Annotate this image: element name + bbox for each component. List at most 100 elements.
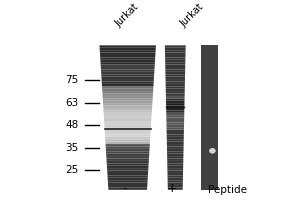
Polygon shape — [100, 60, 155, 62]
Polygon shape — [200, 120, 218, 122]
Polygon shape — [106, 144, 150, 146]
Polygon shape — [200, 171, 218, 173]
Polygon shape — [167, 154, 183, 156]
Polygon shape — [200, 53, 218, 55]
Polygon shape — [107, 173, 148, 175]
Polygon shape — [166, 103, 184, 106]
Polygon shape — [200, 161, 218, 163]
Polygon shape — [101, 74, 154, 77]
Polygon shape — [165, 60, 185, 62]
Polygon shape — [167, 161, 183, 163]
Polygon shape — [200, 60, 218, 62]
Polygon shape — [106, 151, 149, 154]
Text: 63: 63 — [65, 98, 79, 108]
Polygon shape — [200, 127, 218, 130]
Polygon shape — [106, 146, 150, 149]
Polygon shape — [168, 178, 183, 180]
Polygon shape — [102, 79, 154, 81]
Polygon shape — [100, 45, 156, 48]
Polygon shape — [166, 79, 185, 81]
Polygon shape — [167, 168, 183, 171]
Text: 35: 35 — [65, 143, 79, 153]
Polygon shape — [200, 67, 218, 69]
Polygon shape — [166, 98, 184, 101]
Polygon shape — [166, 110, 184, 113]
Polygon shape — [200, 130, 218, 132]
Polygon shape — [103, 110, 152, 113]
Polygon shape — [166, 106, 184, 108]
Polygon shape — [108, 185, 147, 187]
Polygon shape — [103, 96, 153, 98]
Polygon shape — [100, 53, 155, 55]
Polygon shape — [200, 173, 218, 175]
Polygon shape — [102, 86, 153, 89]
Polygon shape — [166, 96, 184, 98]
Polygon shape — [166, 108, 184, 110]
Polygon shape — [167, 125, 184, 127]
Polygon shape — [101, 65, 155, 67]
Polygon shape — [200, 134, 218, 137]
Polygon shape — [165, 57, 185, 60]
Polygon shape — [167, 134, 184, 137]
Polygon shape — [200, 77, 218, 79]
Polygon shape — [100, 50, 156, 53]
Polygon shape — [200, 115, 218, 118]
Ellipse shape — [209, 148, 216, 154]
Polygon shape — [200, 55, 218, 57]
Polygon shape — [200, 50, 218, 53]
Polygon shape — [167, 173, 183, 175]
Polygon shape — [200, 159, 218, 161]
Polygon shape — [105, 134, 150, 137]
Polygon shape — [166, 86, 185, 89]
Polygon shape — [168, 185, 183, 187]
Polygon shape — [165, 62, 185, 65]
Polygon shape — [166, 77, 185, 79]
Polygon shape — [104, 127, 151, 130]
Polygon shape — [105, 142, 150, 144]
Polygon shape — [101, 77, 154, 79]
Text: 25: 25 — [65, 165, 79, 175]
Polygon shape — [167, 127, 184, 130]
Polygon shape — [167, 166, 183, 168]
Polygon shape — [200, 166, 218, 168]
Polygon shape — [200, 110, 218, 113]
Polygon shape — [102, 91, 153, 94]
Polygon shape — [200, 139, 218, 142]
Polygon shape — [101, 67, 154, 69]
Polygon shape — [167, 151, 184, 154]
Text: 48: 48 — [65, 120, 79, 130]
Polygon shape — [107, 168, 148, 171]
Polygon shape — [101, 72, 154, 74]
Polygon shape — [102, 84, 154, 86]
Polygon shape — [168, 180, 183, 183]
Polygon shape — [200, 178, 218, 180]
Polygon shape — [200, 45, 218, 48]
Polygon shape — [167, 120, 184, 122]
Polygon shape — [167, 163, 183, 166]
Polygon shape — [200, 84, 218, 86]
Polygon shape — [104, 122, 151, 125]
Polygon shape — [167, 130, 184, 132]
Polygon shape — [165, 50, 186, 53]
Polygon shape — [200, 125, 218, 127]
Polygon shape — [200, 142, 218, 144]
Polygon shape — [200, 81, 218, 84]
Polygon shape — [200, 96, 218, 98]
Polygon shape — [107, 171, 148, 173]
Polygon shape — [102, 89, 153, 91]
Text: +: + — [167, 182, 178, 195]
Polygon shape — [200, 89, 218, 91]
Polygon shape — [104, 125, 151, 127]
Text: Jurkat: Jurkat — [113, 2, 140, 29]
Polygon shape — [106, 161, 149, 163]
Polygon shape — [106, 154, 149, 156]
Polygon shape — [165, 69, 185, 72]
Polygon shape — [167, 139, 184, 142]
Polygon shape — [200, 185, 218, 187]
Polygon shape — [101, 69, 154, 72]
Polygon shape — [200, 74, 218, 77]
Polygon shape — [200, 98, 218, 101]
Polygon shape — [200, 72, 218, 74]
Polygon shape — [200, 175, 218, 178]
Text: -: - — [122, 182, 127, 195]
